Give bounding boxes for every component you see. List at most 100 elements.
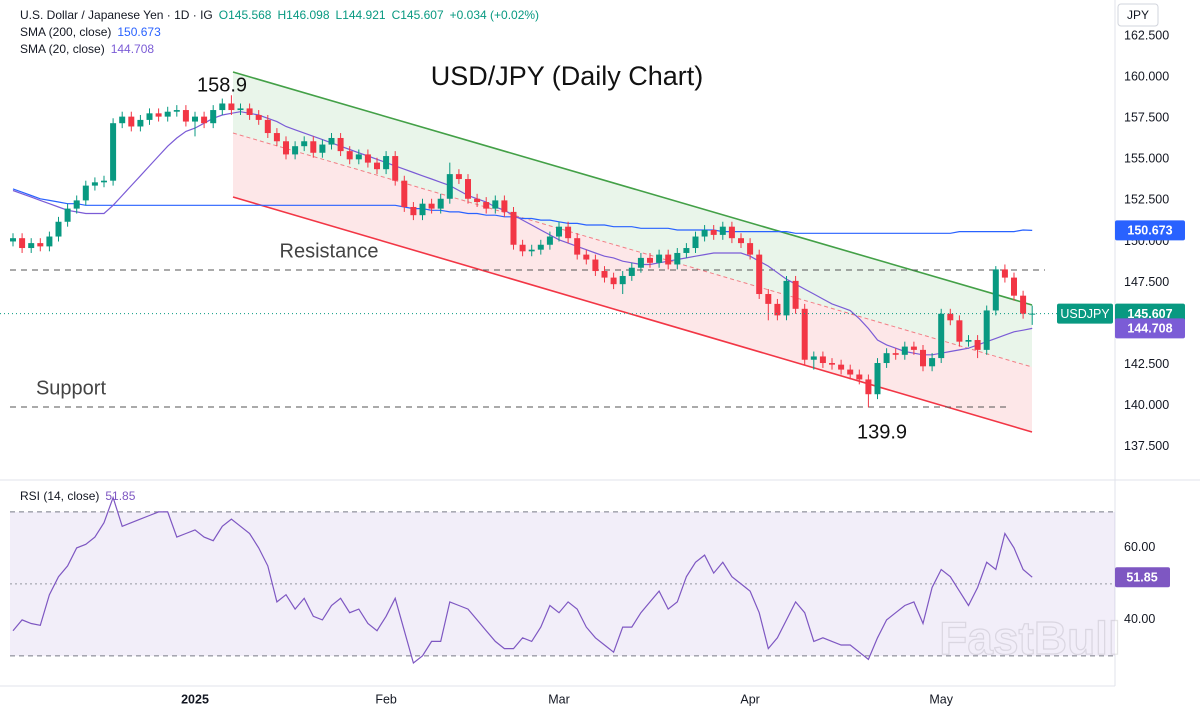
- candle-body: [483, 202, 490, 209]
- candle-body: [319, 144, 326, 153]
- candle-body: [364, 154, 371, 163]
- line-series: [12, 495, 1033, 665]
- candle-body: [55, 221, 62, 237]
- candle-body: [201, 116, 208, 124]
- x-tick-label: Feb: [375, 692, 397, 706]
- candle-body: [610, 277, 617, 285]
- candle-body: [965, 340, 972, 342]
- rsi-tag: 51.85: [1126, 570, 1157, 584]
- candle-body: [283, 141, 289, 155]
- candle-body: [519, 244, 526, 252]
- legend-name: RSI (14, close): [20, 489, 100, 503]
- candle-body: [428, 203, 435, 209]
- candle-body: [783, 280, 790, 316]
- candle-body: [665, 254, 672, 265]
- y-tick-label: 160.000: [1124, 69, 1169, 83]
- candle-body: [792, 280, 799, 309]
- candle-body: [446, 174, 453, 199]
- ohlc-value: O145.568: [218, 8, 272, 22]
- sma-tag: 150.673: [1127, 224, 1172, 238]
- candle-body: [765, 294, 772, 304]
- candle-body: [692, 236, 699, 249]
- candle-body: [237, 108, 244, 111]
- candle-body: [910, 346, 917, 350]
- line-series: [12, 111, 1033, 356]
- candle-body: [474, 198, 481, 203]
- candle-body: [565, 226, 572, 239]
- y-tick-label: 162.500: [1124, 28, 1169, 42]
- candle-body: [674, 252, 681, 265]
- candle-body: [337, 137, 344, 152]
- x-tick-label: May: [929, 692, 953, 706]
- annotation-resistance: Resistance: [280, 240, 379, 262]
- candle-body: [419, 203, 426, 216]
- candle-body: [728, 226, 735, 239]
- channel-mid-line: [232, 132, 1033, 368]
- candle-body: [819, 356, 826, 364]
- candle-body: [501, 200, 508, 212]
- annotation-high: 158.9: [197, 74, 247, 96]
- candle-body: [110, 123, 117, 181]
- candle-body: [437, 198, 444, 209]
- price-legend: U.S. Dollar / Japanese Yen · 1D · IG O145…: [20, 7, 545, 58]
- candle-body: [556, 226, 562, 237]
- candle-body: [64, 208, 71, 222]
- candle-body: [101, 180, 107, 183]
- candle-body: [210, 110, 217, 124]
- ohlc-value: C145.607: [391, 8, 444, 22]
- currency: JPY: [1127, 8, 1149, 22]
- candle-body: [10, 238, 16, 242]
- symbol: U.S. Dollar / Japanese Yen · 1D · IG: [20, 8, 213, 22]
- candle-body: [264, 119, 271, 134]
- candle-body: [810, 356, 817, 360]
- chart-title: USD/JPY (Daily Chart): [431, 61, 704, 91]
- candle-body: [1011, 277, 1017, 296]
- legend-value: 150.673: [117, 25, 161, 39]
- candle-body: [219, 103, 226, 111]
- candle-body: [228, 103, 235, 111]
- candle-body: [301, 141, 308, 147]
- candle-body: [128, 116, 135, 127]
- ohlc-value: L144.921: [335, 8, 386, 22]
- y-tick-label: 137.500: [1124, 439, 1169, 453]
- candle-body: [983, 310, 990, 350]
- sma-tag-box: [1115, 318, 1185, 339]
- legend-name: SMA (20, close): [20, 42, 105, 56]
- candle-body: [683, 248, 690, 253]
- candle-body: [656, 254, 663, 263]
- candle-body: [719, 226, 726, 235]
- x-tick-label: Apr: [740, 692, 759, 706]
- candle-body: [1020, 295, 1027, 314]
- candle-body: [929, 358, 936, 367]
- candle-body: [91, 182, 98, 186]
- candle-body: [838, 364, 845, 370]
- candle-body: [574, 238, 581, 255]
- candle-body: [601, 271, 608, 278]
- annotation-support: Support: [36, 377, 106, 399]
- candle-body: [137, 119, 144, 127]
- channel-upper-fill: [233, 72, 1032, 367]
- candle-body: [28, 243, 35, 249]
- candle-body: [328, 137, 335, 145]
- x-tick-label: 2025: [181, 692, 209, 706]
- candle-body: [82, 185, 89, 201]
- candle-body: [173, 110, 180, 112]
- annotation-low: 139.9: [857, 421, 907, 443]
- candle-body: [310, 141, 317, 153]
- candle-body: [155, 113, 162, 117]
- candle-body: [1001, 269, 1008, 278]
- currency-box: [1117, 3, 1159, 27]
- candle-body: [455, 174, 462, 180]
- candle-body: [146, 113, 153, 120]
- candle-body: [619, 275, 626, 285]
- y-tick-label: 60.00: [1124, 540, 1155, 554]
- legend-value: 51.85: [105, 489, 136, 503]
- candle-body: [829, 363, 835, 365]
- candle-body: [546, 236, 553, 245]
- x-tick-label: Mar: [548, 692, 570, 706]
- legend-row: SMA (200, close) 150.673: [20, 24, 545, 41]
- candle-body: [920, 349, 926, 367]
- ohlc-value: H146.098: [277, 8, 330, 22]
- y-tick-label: 155.000: [1124, 152, 1169, 166]
